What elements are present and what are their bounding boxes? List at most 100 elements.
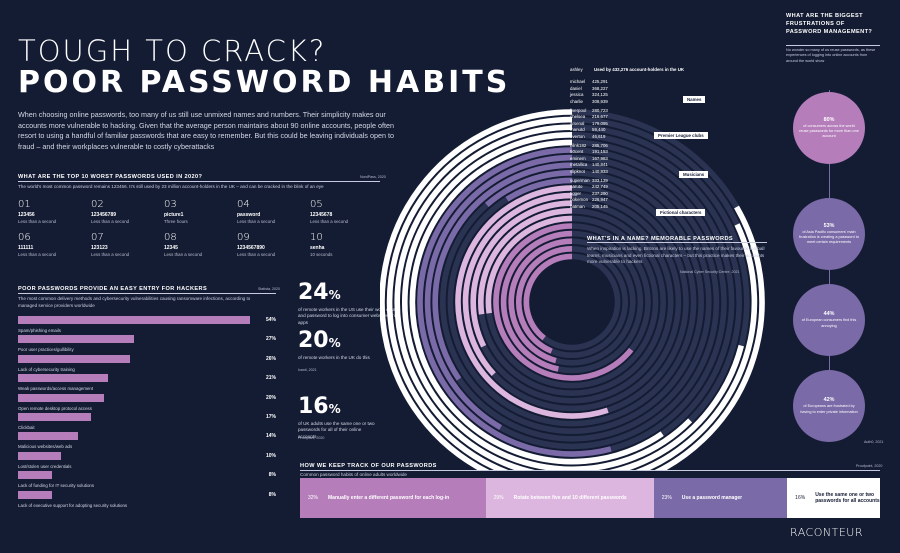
divider bbox=[786, 45, 880, 46]
ring-bar bbox=[493, 223, 634, 381]
frustrations-subtitle: No wonder so many of us reuse passwords,… bbox=[786, 48, 876, 63]
name-count: 333,139 bbox=[592, 178, 608, 183]
name-count: 167,983 bbox=[592, 155, 608, 161]
name-word: arsenal bbox=[570, 120, 585, 126]
password-item: 02 123456789 Less than a second bbox=[91, 199, 169, 224]
name-label: charlie 308,939 bbox=[570, 99, 608, 104]
crack-time: Less than a second bbox=[237, 252, 276, 257]
worst-passwords-subtitle: The world's most common password remains… bbox=[18, 184, 324, 189]
stat-unit: % bbox=[328, 288, 341, 302]
name-count: 285,706 bbox=[592, 143, 608, 148]
frustration-value: 42% bbox=[823, 397, 835, 404]
bar-row: 54% Spam/phishing emails bbox=[18, 316, 276, 338]
ring-bar bbox=[424, 154, 573, 430]
name-count: 140,841 bbox=[592, 162, 608, 168]
bar-row: 8% Lack of executive support for adopting… bbox=[18, 490, 276, 513]
frustrations-source: Auth0, 2021 bbox=[864, 440, 884, 444]
title-line-1: TOUGH TO CRACK? bbox=[18, 34, 327, 68]
track-source: Proofpoint, 2020 bbox=[856, 464, 883, 468]
name-label: liverpool 280,723 bbox=[570, 108, 608, 113]
category-tag: Names bbox=[683, 96, 706, 103]
name-count: 368,227 bbox=[592, 85, 608, 91]
bar bbox=[18, 316, 250, 324]
password-text: 12345678 bbox=[310, 212, 333, 218]
ring-bar bbox=[386, 116, 758, 470]
password-item: 09 1234567890 Less than a second bbox=[237, 232, 315, 257]
category-tag: Musicians bbox=[679, 171, 709, 178]
stat-24: 24% bbox=[298, 280, 341, 305]
bar-value: 54% bbox=[265, 317, 276, 323]
password-rank: 02 bbox=[91, 199, 104, 210]
divider bbox=[300, 470, 880, 471]
bar-row: 27% Poor user practices/gullibility bbox=[18, 335, 276, 357]
track-label: Use a password manager bbox=[681, 495, 743, 501]
bar-value: 10% bbox=[265, 452, 276, 459]
password-text: senha bbox=[310, 245, 325, 251]
name-label: slipknot 140,833 bbox=[570, 169, 608, 174]
password-text: password bbox=[237, 212, 261, 218]
name-word: everton bbox=[570, 133, 585, 139]
entry-subtitle: The most common delivery methods and cyb… bbox=[18, 296, 251, 308]
name-word: 50cent bbox=[570, 149, 584, 155]
name-label: daniel 368,227 bbox=[570, 86, 608, 91]
name-count: 205,145 bbox=[592, 203, 608, 209]
bar-value: 26% bbox=[265, 355, 276, 362]
bar-row: 21% Weak passwords/access management bbox=[18, 374, 276, 396]
password-item: 04 password Less than a second bbox=[237, 199, 315, 224]
ring-bar bbox=[500, 230, 573, 372]
frustration-circle: 53% of Asia Pacific consumers' main frust… bbox=[793, 198, 865, 270]
crack-time: Three hours bbox=[164, 219, 188, 224]
name-count: 425,291 bbox=[592, 79, 608, 85]
name-word: blink182 bbox=[570, 143, 587, 148]
bar-value: 27% bbox=[265, 336, 276, 343]
name-word: ashley bbox=[570, 67, 583, 72]
name-label: naruto 242,749 bbox=[570, 184, 608, 189]
password-rank: 03 bbox=[164, 199, 177, 210]
ring-bar bbox=[508, 238, 573, 364]
name-label: metallica 140,841 bbox=[570, 162, 608, 167]
name-word: jessica bbox=[570, 92, 584, 98]
stat-unit: % bbox=[328, 336, 341, 350]
track-segment: 23% Use a password manager bbox=[653, 478, 788, 518]
password-text: 123456789 bbox=[91, 212, 117, 218]
frustrations-heading: WHAT ARE THE BIGGEST FRUSTRATIONS OF PAS… bbox=[786, 13, 873, 35]
password-item: 01 123456 Less than a second bbox=[18, 199, 96, 224]
password-rank: 05 bbox=[310, 199, 323, 210]
bar-row: 26% Lack of cybersecurity training bbox=[18, 354, 276, 377]
bar-label: Weak passwords/access management bbox=[18, 386, 94, 392]
bar-label: Lost/stolen user credentials bbox=[18, 463, 72, 469]
password-rank: 04 bbox=[237, 199, 250, 210]
name-label: pokemon 226,947 bbox=[570, 197, 608, 202]
bar-row: 20% Open remote desktop protocol access bbox=[18, 393, 276, 416]
bar-value: 20% bbox=[265, 394, 276, 401]
track-pct: 23% bbox=[661, 495, 672, 501]
crack-time: Less than a second bbox=[18, 252, 57, 257]
ring-bar bbox=[380, 109, 765, 470]
track-subtitle: Common password habits of online adults … bbox=[300, 472, 407, 477]
crack-time: Less than a second bbox=[164, 252, 203, 257]
name-count: 226,947 bbox=[592, 197, 608, 203]
name-count: 242,749 bbox=[592, 184, 608, 190]
name-heading: WHAT'S IN A NAME? MEMORABLE PASSWORDS bbox=[587, 236, 734, 242]
name-label: michael 425,291 bbox=[570, 79, 608, 84]
crack-time: Less than a second bbox=[91, 219, 130, 224]
name-word: batman bbox=[570, 203, 585, 209]
ring-bar bbox=[523, 253, 573, 341]
divider bbox=[18, 181, 380, 182]
bar-row: 8% Lack of funding for IT security soluti… bbox=[18, 471, 276, 493]
track-segment: 32% Manually enter a different password f… bbox=[300, 478, 486, 518]
ring-bar bbox=[478, 208, 573, 315]
track-pct: 16% bbox=[795, 495, 806, 501]
frustration-circle: 80% of consumers across the world reuse p… bbox=[793, 92, 865, 164]
name-label: arsenal 179,095 bbox=[570, 121, 608, 126]
frustration-text: of Europeans are frustrated by having to… bbox=[800, 404, 858, 414]
name-word: metallica bbox=[570, 162, 588, 168]
name-word: liverpool bbox=[570, 108, 587, 113]
name-text: When inspiration is lacking, Britons are… bbox=[587, 246, 765, 265]
bar-value: 8% bbox=[268, 472, 276, 479]
intro-text: When choosing online passwords, too many… bbox=[18, 110, 394, 151]
bar-label: Lack of executive support for adopting s… bbox=[18, 502, 128, 508]
name-label: everton 46,619 bbox=[570, 134, 605, 139]
raconteur-logo: RACONTEUR bbox=[790, 526, 863, 539]
bar-label: Poor user practices/gullibility bbox=[18, 347, 74, 353]
